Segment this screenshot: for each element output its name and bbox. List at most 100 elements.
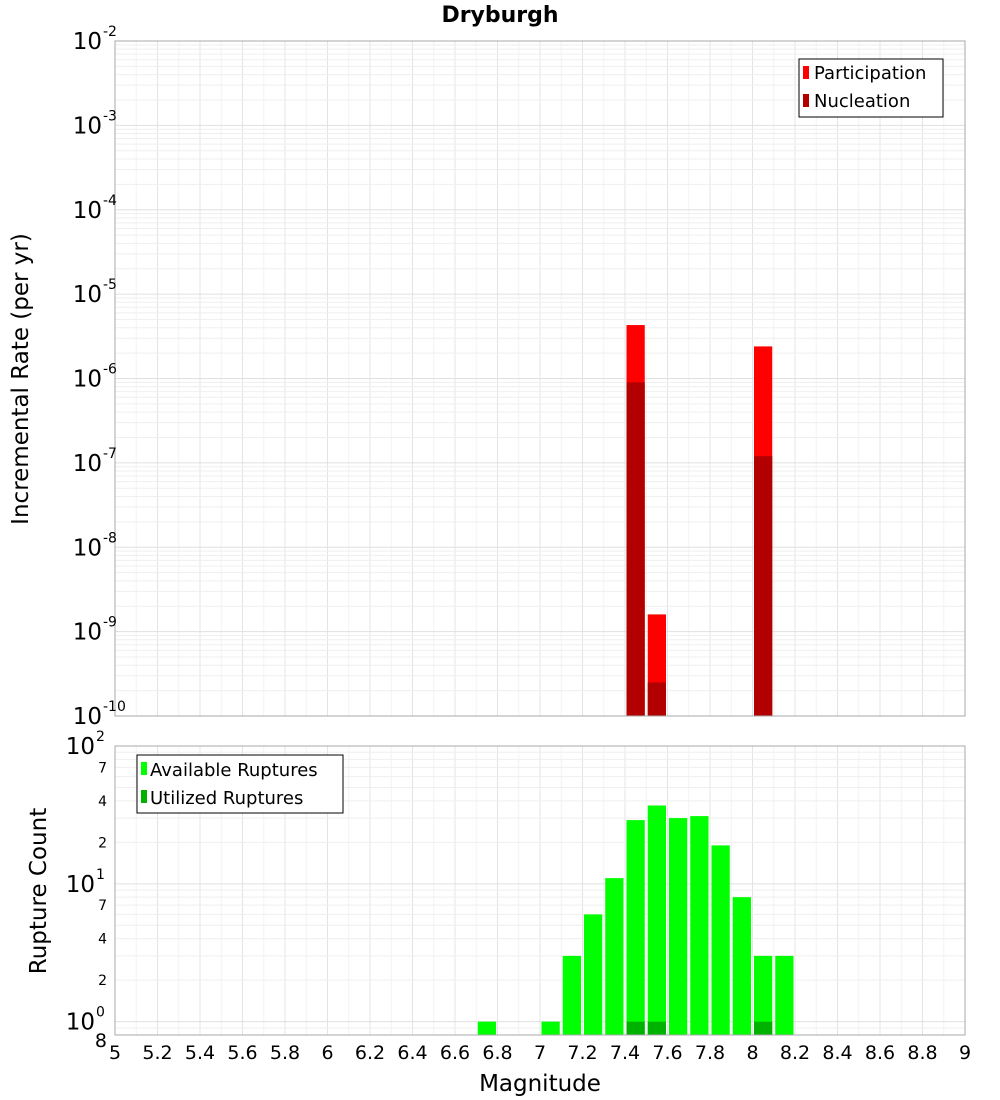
top-y-tick-base: 10 — [73, 29, 102, 55]
top-y-tick-exp: -9 — [103, 615, 117, 631]
top-y-tick-exp: -8 — [103, 530, 117, 546]
x-tick-label: 8 — [746, 1042, 758, 1064]
legend-label-utilized-ruptures: Utilized Ruptures — [150, 788, 303, 809]
bottom-bar-available-ruptures — [669, 818, 688, 1035]
top-y-axis-label: Incremental Rate (per yr) — [8, 233, 34, 525]
x-tick-label: 8.4 — [822, 1042, 852, 1064]
top-panel: 10-210-310-410-510-610-710-810-910-10 — [73, 24, 966, 730]
bottom-bar-utilized-ruptures — [754, 1021, 773, 1035]
top-bars — [626, 325, 773, 716]
bottom-bar-available-ruptures — [605, 878, 624, 1035]
top-y-tick-label: 10 -8 — [73, 530, 117, 561]
bottom-bar-available-ruptures — [732, 897, 751, 1035]
legend-swatch-participation — [803, 66, 809, 79]
x-tick-label: 5.4 — [185, 1042, 215, 1064]
top-y-tick-label: 10 -7 — [73, 446, 117, 477]
x-tick-label: 9 — [959, 1042, 971, 1064]
bottom-bar-utilized-ruptures — [647, 1021, 666, 1035]
bottom-y-tick-exp: 2 — [96, 729, 105, 745]
bottom-bar-available-ruptures — [647, 805, 666, 1035]
top-bar-nucleation — [626, 382, 645, 716]
top-y-tick-label: 10 -9 — [73, 615, 117, 646]
bottom-y-tick-base: 10 — [66, 872, 95, 898]
x-tick-label: 8.2 — [780, 1042, 810, 1064]
bottom-y-tick-exp: 1 — [96, 867, 105, 883]
bottom-bar-available-ruptures — [584, 914, 603, 1035]
bottom-bar-available-ruptures — [477, 1021, 496, 1035]
top-y-tick-base: 10 — [73, 620, 102, 646]
bottom-legend-box — [136, 754, 344, 814]
x-tick-label: 5.8 — [270, 1042, 300, 1064]
top-y-tick-exp: -10 — [103, 699, 126, 715]
bottom-y-tick-base: 10 — [66, 734, 95, 760]
bottom-y-tick-base: 10 — [66, 1010, 95, 1036]
bottom-bar-available-ruptures — [711, 845, 730, 1035]
legend-label-available-ruptures: Available Ruptures — [150, 760, 318, 781]
x-tick-label: 6.2 — [355, 1042, 385, 1064]
legend-swatch-available-ruptures — [141, 762, 147, 775]
bottom-y-minor-tick-label: 2 — [98, 973, 107, 989]
top-y-tick-label: 10 -3 — [73, 108, 117, 139]
x-tick-label: 7.2 — [567, 1042, 597, 1064]
top-y-tick-label: 10 -6 — [73, 362, 117, 393]
bottom-y-minor-tick-label: 4 — [98, 932, 107, 948]
bottom-y-tick-label: 10 2 — [66, 729, 105, 760]
x-tick-label: 6.8 — [482, 1042, 512, 1064]
bottom-y-tick-label: 10 1 — [66, 867, 105, 898]
bottom-bar-available-ruptures — [626, 820, 645, 1035]
x-tick-label: 8.8 — [907, 1042, 937, 1064]
bottom-y-tick-exp: 0 — [96, 1005, 105, 1021]
x-tick-label: 5.2 — [142, 1042, 172, 1064]
top-bar-nucleation — [647, 682, 666, 716]
legend-label-participation: Participation — [814, 63, 926, 84]
bottom-plot-frame — [114, 745, 966, 1036]
top-y-tick-label: 10 -10 — [73, 699, 126, 730]
x-tick-label: 6.4 — [397, 1042, 427, 1064]
x-tick-label: 7 — [534, 1042, 546, 1064]
top-y-tick-base: 10 — [73, 451, 102, 477]
top-y-tick-base: 10 — [73, 535, 102, 561]
top-grid — [114, 40, 966, 717]
top-y-tick-base: 10 — [73, 282, 102, 308]
bottom-bar-available-ruptures — [562, 955, 581, 1035]
top-y-tick-label: 10 -5 — [73, 277, 117, 308]
top-y-tick-exp: -4 — [103, 193, 117, 209]
x-tick-label: 5 — [109, 1042, 121, 1064]
top-y-tick-base: 10 — [73, 198, 102, 224]
bottom-y-tick-label: 10 0 — [66, 1005, 105, 1036]
top-legend-box — [798, 58, 944, 118]
x-tick-label: 7.6 — [652, 1042, 682, 1064]
legend-swatch-utilized-ruptures — [141, 790, 147, 803]
bottom-bar-available-ruptures — [775, 955, 794, 1035]
top-y-tick-exp: -6 — [103, 362, 117, 378]
x-axis-label: Magnitude — [479, 1071, 601, 1097]
top-legend: Participation Nucleation — [798, 58, 944, 118]
x-tick-label: 8.6 — [865, 1042, 895, 1064]
legend-swatch-nucleation — [803, 94, 809, 107]
bottom-y-minor-tick-label: 2 — [98, 835, 107, 851]
bottom-bar-utilized-ruptures — [626, 1021, 645, 1035]
bottom-y-minor-tick-label: 7 — [98, 898, 107, 914]
bottom-y-minor-tick-label: 8 — [95, 1030, 107, 1052]
bottom-y-minor-tick-label: 4 — [98, 794, 107, 810]
top-y-tick-exp: -7 — [103, 446, 117, 462]
bottom-grid — [114, 745, 966, 1036]
top-y-tick-base: 10 — [73, 704, 102, 730]
top-plot-frame — [114, 40, 966, 717]
x-tick-label: 7.4 — [610, 1042, 640, 1064]
bottom-bars — [477, 805, 794, 1035]
legend-label-nucleation: Nucleation — [814, 91, 910, 112]
top-y-tick-label: 10 -2 — [73, 24, 117, 55]
x-tick-label: 6 — [321, 1042, 333, 1064]
bottom-y-axis-label: Rupture Count — [26, 808, 52, 974]
top-y-tick-label: 10 -4 — [73, 193, 117, 224]
top-y-tick-base: 10 — [73, 113, 102, 139]
x-tick-labels: 5 5.2 5.4 5.6 5.8 6 6.2 6.4 6.6 6.8 7 7.2 7.4 7.6 7.8 8… — [109, 1042, 971, 1064]
x-tick-label: 5.6 — [227, 1042, 257, 1064]
bottom-y-minor-tick-label: 7 — [98, 760, 107, 776]
bottom-bar-available-ruptures — [541, 1021, 560, 1035]
x-tick-label: 6.6 — [440, 1042, 470, 1064]
top-y-tick-exp: -5 — [103, 277, 117, 293]
